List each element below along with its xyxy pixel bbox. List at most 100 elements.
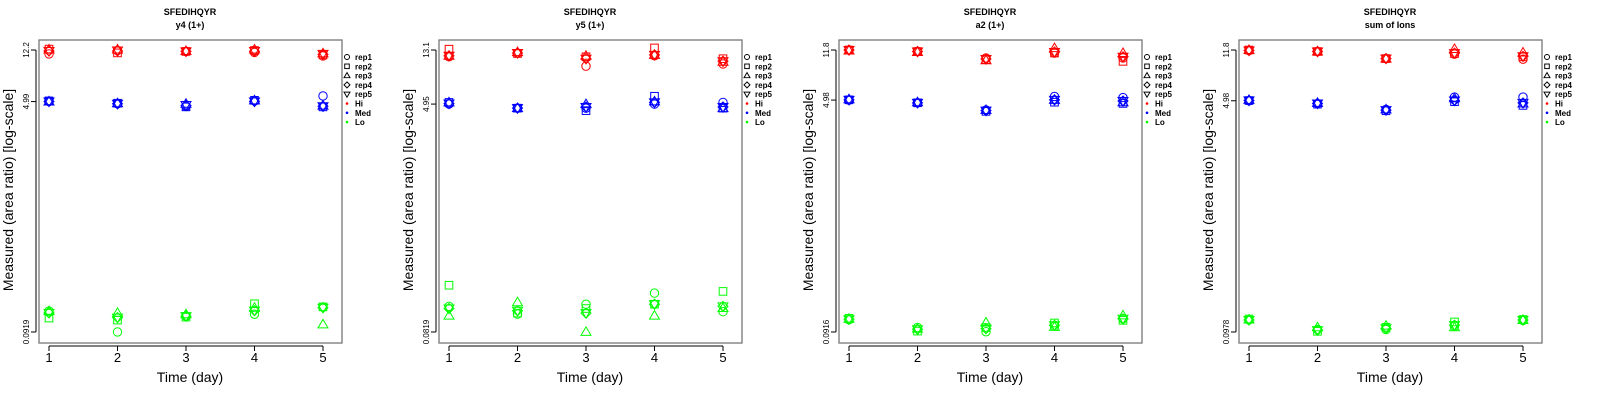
legend-dot-icon (1145, 111, 1149, 115)
y-tick-label: 12.2 (22, 42, 31, 58)
x-tick-label: 1 (845, 350, 852, 365)
data-point-med-rep5 (111, 99, 124, 110)
data-point-lo-rep5 (43, 308, 55, 319)
data-point-lo-rep1 (249, 309, 260, 319)
legend-circle-icon (1143, 54, 1150, 61)
chart-title: SFEDIHQYR (564, 7, 617, 17)
y-axis-label: Measured (area ratio) [log-scale] (400, 89, 416, 291)
data-point-med-rep5 (1243, 96, 1255, 107)
legend-label: rep3 (755, 72, 772, 81)
data-point-lo-rep3 (980, 316, 992, 327)
data-point-hi-rep2 (444, 44, 454, 54)
chart-subtitle: a2 (1+) (976, 20, 1005, 30)
data-point-med-rep5 (980, 106, 992, 117)
legend-circle-icon (1543, 54, 1550, 61)
data-point-med-rep3 (1048, 93, 1061, 104)
plot-frame (838, 39, 1143, 344)
x-tick-label: 5 (719, 350, 726, 365)
data-point-med-rep5 (1380, 106, 1392, 117)
legend-dot-icon (1145, 120, 1149, 124)
data-point-hi-rep5 (648, 50, 661, 61)
legend-circle-icon (743, 54, 750, 61)
legend-label: rep4 (1555, 81, 1572, 90)
data-point-med-rep3 (980, 103, 992, 114)
chart-panel: SFEDIHQYR y5 (1+) 1 2 3 4 5 Time (day) 0.0819 4.9… (400, 7, 772, 385)
data-point-hi-rep3 (511, 46, 524, 57)
data-point-lo-rep5 (1311, 326, 1324, 337)
legend-label: Lo (1555, 118, 1565, 127)
data-point-med-rep5 (717, 102, 729, 113)
data-point-med-rep3 (43, 95, 55, 106)
legend-triangle-down-icon (743, 91, 751, 99)
data-point-lo-rep3 (1517, 313, 1529, 324)
data-point-med-rep5 (843, 95, 855, 106)
data-point-med-rep5 (911, 98, 924, 109)
legend-diamond-icon (1143, 81, 1151, 89)
data-point-hi-rep3 (843, 44, 855, 55)
data-point-lo-rep5 (843, 315, 855, 326)
legend-label: rep4 (755, 81, 772, 90)
chart-subtitle: y4 (1+) (176, 20, 205, 30)
data-point-med-rep3 (111, 97, 124, 108)
x-axis-label: Time (day) (557, 369, 623, 385)
data-point-lo-rep3 (1117, 309, 1129, 320)
legend-square-icon (1144, 63, 1150, 70)
data-point-lo-rep3 (843, 312, 855, 323)
data-point-lo-rep1 (649, 288, 660, 298)
data-point-hi-rep5 (43, 46, 55, 57)
legend-square-icon (344, 63, 350, 70)
legend-triangle-up-icon (743, 71, 751, 79)
chart-title: SFEDIHQYR (164, 7, 217, 17)
data-point-lo-rep5 (180, 312, 192, 323)
data-point-lo-rep3 (911, 322, 924, 333)
y-tick-label: 0.0916 (822, 319, 831, 344)
data-point-hi-rep3 (1117, 47, 1129, 58)
x-tick-label: 4 (251, 350, 258, 365)
legend-label: rep5 (355, 90, 372, 99)
data-point-med-rep3 (1243, 93, 1255, 104)
legend-label: Med (1555, 109, 1571, 118)
legend-triangle-up-icon (1543, 71, 1551, 79)
data-point-med-rep2 (581, 106, 591, 115)
chart-title: SFEDIHQYR (1364, 7, 1417, 17)
data-point-lo-rep2 (581, 304, 591, 313)
data-point-hi-rep3 (1311, 45, 1324, 56)
legend-diamond-icon (343, 81, 351, 89)
data-point-med-rep5 (180, 101, 192, 112)
y-axis-label: Measured (area ratio) [log-scale] (800, 89, 816, 291)
y-tick-label: 11.8 (1222, 42, 1231, 58)
x-tick-label: 1 (445, 350, 452, 365)
legend-label: Med (355, 109, 371, 118)
data-point-med-rep5 (443, 99, 455, 110)
data-point-med-rep5 (580, 102, 592, 113)
legend-label: rep1 (1555, 53, 1572, 62)
data-point-hi-rep5 (980, 55, 992, 66)
data-point-hi-rep5 (317, 49, 329, 60)
data-point-hi-rep5 (248, 46, 261, 57)
x-tick-label: 3 (182, 350, 189, 365)
data-point-lo-rep3 (111, 306, 124, 317)
legend-label: rep2 (1555, 62, 1572, 71)
plot-frame (438, 39, 743, 344)
data-point-hi-rep3 (180, 44, 192, 55)
x-tick-label: 4 (1051, 350, 1058, 365)
data-point-med-rep5 (1117, 97, 1129, 107)
legend-label: rep3 (355, 72, 372, 81)
data-point-hi-rep3 (1048, 42, 1061, 53)
data-point-lo-rep5 (511, 306, 524, 317)
y-tick-label: 4.98 (1222, 92, 1231, 108)
data-point-hi-rep5 (1117, 52, 1129, 63)
data-point-hi-rep5 (1448, 49, 1461, 60)
data-point-hi-rep3 (648, 48, 661, 59)
data-point-med-rep3 (317, 99, 329, 110)
data-point-hi-rep5 (911, 47, 924, 58)
chart-subtitle: y5 (1+) (576, 20, 605, 30)
legend-label: rep2 (355, 62, 372, 71)
data-point-hi-rep3 (1517, 46, 1529, 57)
chart-subtitle: sum of Ions (1365, 20, 1416, 30)
x-tick-label: 1 (45, 350, 52, 365)
data-point-hi-rep1 (44, 49, 54, 59)
data-point-med-rep5 (1048, 95, 1061, 106)
